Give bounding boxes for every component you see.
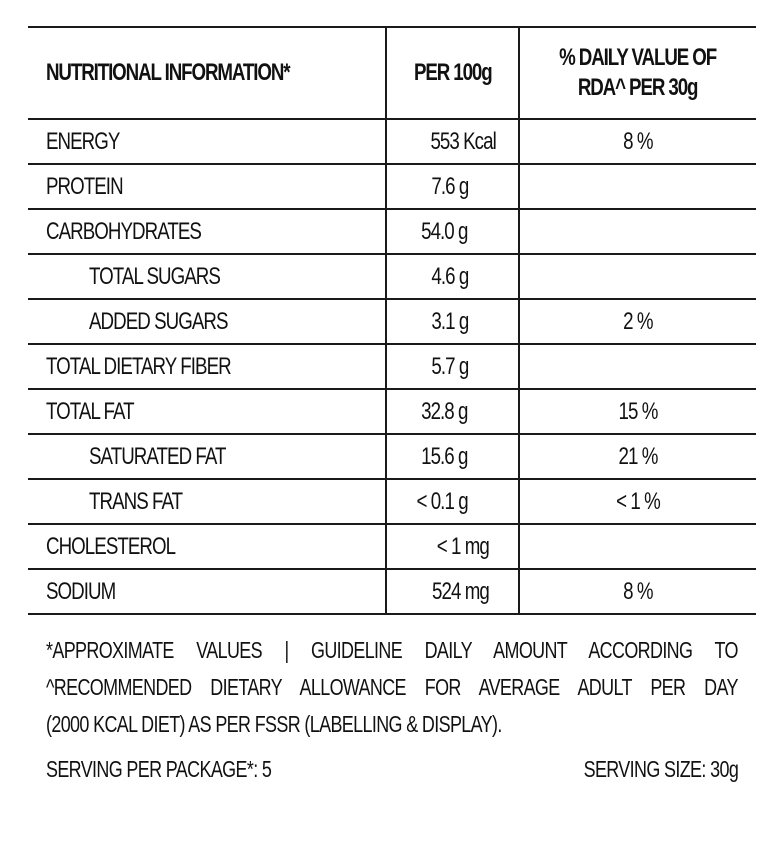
footnote-line-2: ^RECOMMENDED DIETARY ALLOWANCE FOR AVERA… — [46, 674, 738, 700]
nutrient-per100-text: 54.0 g — [421, 217, 469, 245]
nutrient-name: SODIUM — [28, 569, 386, 614]
nutrient-rda: 2 % — [518, 299, 756, 344]
table-header-row: NUTRITIONAL INFORMATION* PER 100g % DAIL… — [28, 27, 756, 119]
nutrient-name: CHOLESTEROL — [28, 524, 386, 569]
nutrient-rda — [518, 209, 756, 254]
nutrient-rda — [518, 524, 756, 569]
nutrient-name-text: TOTAL FAT — [46, 397, 135, 425]
header-name-text: NUTRITIONAL INFORMATION* — [46, 59, 291, 86]
table-row: SATURATED FAT 15.6 g 21 % — [28, 434, 756, 479]
table-row: TOTAL FAT 32.8 g 15 % — [28, 389, 756, 434]
nutrient-name-text: CHOLESTEROL — [46, 532, 176, 560]
nutrient-per100-text: < 1 mg — [436, 532, 490, 560]
nutrient-per100: 54.0 g — [385, 209, 519, 254]
nutrient-per100-text: 524 mg — [432, 577, 490, 605]
nutrient-per100: 524 mg — [385, 569, 519, 614]
table-row: SODIUM 524 mg 8 % — [28, 569, 756, 614]
header-per-100g: PER 100g — [385, 27, 519, 119]
table-row: ADDED SUGARS 3.1 g 2 % — [28, 299, 756, 344]
nutrient-rda-text: 2 % — [623, 307, 653, 335]
header-daily-value: % DAILY VALUE OF RDA^ PER 30g — [518, 27, 756, 119]
nutrient-name: ENERGY — [28, 119, 386, 164]
header-per100-text: PER 100g — [413, 59, 493, 86]
nutrient-name-text: SATURATED FAT — [89, 442, 226, 470]
header-daily-value-text: % DAILY VALUE OF RDA^ PER 30g — [559, 43, 718, 103]
nutrient-per100: 7.6 g — [385, 164, 519, 209]
footnote: *APPROXIMATE VALUES | GUIDELINE DAILY AM… — [46, 632, 738, 743]
header-nutritional-information: NUTRITIONAL INFORMATION* — [28, 27, 386, 119]
table-row: TOTAL DIETARY FIBER 5.7 g — [28, 344, 756, 389]
nutrient-name-text: PROTEIN — [46, 172, 124, 200]
footnote-line-1: *APPROXIMATE VALUES | GUIDELINE DAILY AM… — [46, 637, 738, 663]
nutrition-label: NUTRITIONAL INFORMATION* PER 100g % DAIL… — [28, 26, 756, 615]
nutrient-rda — [518, 344, 756, 389]
table-row: PROTEIN 7.6 g — [28, 164, 756, 209]
nutrient-per100: 4.6 g — [385, 254, 519, 299]
nutrient-name: TOTAL SUGARS — [28, 254, 386, 299]
nutrient-name-text: TRANS FAT — [89, 487, 183, 515]
nutrient-per100-text: < 0.1 g — [416, 487, 469, 515]
table-row: CARBOHYDRATES 54.0 g — [28, 209, 756, 254]
nutrient-rda — [518, 164, 756, 209]
nutrient-per100: 5.7 g — [385, 344, 519, 389]
nutrient-rda-text: 8 % — [623, 577, 653, 605]
nutrient-per100: < 1 mg — [385, 524, 519, 569]
nutrient-name-text: TOTAL SUGARS — [89, 262, 221, 290]
nutrition-table: NUTRITIONAL INFORMATION* PER 100g % DAIL… — [28, 26, 756, 615]
nutrient-per100-text: 4.6 g — [431, 262, 469, 290]
nutrient-name: CARBOHYDRATES — [28, 209, 386, 254]
nutrient-name: PROTEIN — [28, 164, 386, 209]
header-daily-value-line2: RDA^ PER 30g — [578, 74, 699, 101]
nutrient-rda: 15 % — [518, 389, 756, 434]
nutrient-per100-text: 15.6 g — [421, 442, 469, 470]
nutrient-name-text: CARBOHYDRATES — [46, 217, 202, 245]
nutrient-name-text: SODIUM — [46, 577, 116, 605]
nutrient-rda: < 1 % — [518, 479, 756, 524]
nutrient-name: SATURATED FAT — [28, 434, 386, 479]
nutrient-name: TRANS FAT — [28, 479, 386, 524]
nutrient-rda: 8 % — [518, 569, 756, 614]
nutrient-name-text: TOTAL DIETARY FIBER — [46, 352, 232, 380]
nutrient-name: ADDED SUGARS — [28, 299, 386, 344]
nutrient-name-text: ADDED SUGARS — [89, 307, 228, 335]
nutrient-per100: 32.8 g — [385, 389, 519, 434]
nutrient-rda — [518, 254, 756, 299]
nutrient-per100: 3.1 g — [385, 299, 519, 344]
nutrient-per100-text: 553 Kcal — [430, 127, 497, 155]
footnote-line-3: (2000 KCAL DIET) AS PER FSSR (LABELLING … — [46, 711, 502, 737]
nutrient-per100: < 0.1 g — [385, 479, 519, 524]
table-row: TOTAL SUGARS 4.6 g — [28, 254, 756, 299]
serving-info: SERVING PER PACKAGE*: 5 SERVING SIZE: 30… — [46, 756, 739, 792]
nutrient-name-text: ENERGY — [46, 127, 120, 155]
nutrient-rda-text: 15 % — [618, 397, 659, 425]
nutrient-per100-text: 32.8 g — [421, 397, 469, 425]
nutrient-per100-text: 7.6 g — [431, 172, 469, 200]
nutrient-per100: 553 Kcal — [385, 119, 519, 164]
nutrient-per100-text: 5.7 g — [431, 352, 469, 380]
serving-per-package: SERVING PER PACKAGE*: 5 — [46, 756, 272, 782]
nutrient-name: TOTAL DIETARY FIBER — [28, 344, 386, 389]
nutrient-per100: 15.6 g — [385, 434, 519, 479]
table-row: ENERGY 553 Kcal 8 % — [28, 119, 756, 164]
nutrient-rda-text: 8 % — [623, 127, 653, 155]
nutrient-per100-text: 3.1 g — [431, 307, 469, 335]
nutrient-name: TOTAL FAT — [28, 389, 386, 434]
table-row: TRANS FAT < 0.1 g < 1 % — [28, 479, 756, 524]
nutrient-rda-text: 21 % — [618, 442, 659, 470]
serving-size: SERVING SIZE: 30g — [583, 756, 738, 782]
header-daily-value-line1: % DAILY VALUE OF — [559, 44, 718, 71]
nutrient-rda-text: < 1 % — [616, 487, 661, 515]
table-row: CHOLESTEROL < 1 mg — [28, 524, 756, 569]
nutrient-rda: 21 % — [518, 434, 756, 479]
nutrient-rda: 8 % — [518, 119, 756, 164]
